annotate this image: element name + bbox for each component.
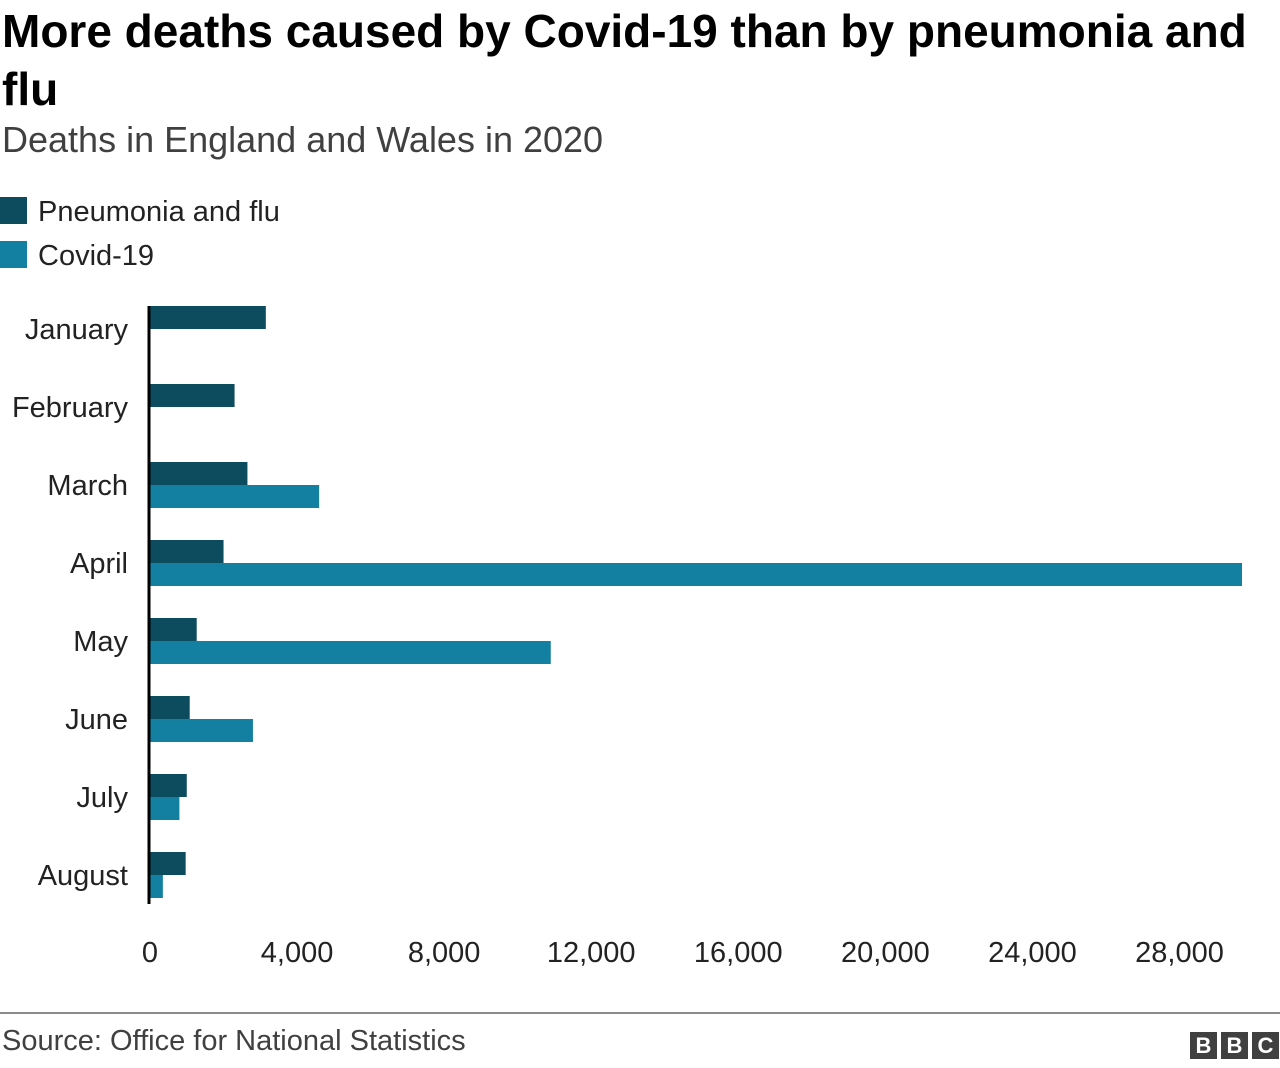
bar-covid-july (150, 797, 180, 820)
x-tick-label: 16,000 (694, 937, 783, 969)
bars-group (150, 306, 1242, 898)
bar-pneumonia-june (150, 696, 190, 719)
category-label: April (70, 548, 128, 580)
x-tick-label: 0 (142, 937, 158, 969)
legend-swatch-pneumonia (0, 197, 27, 224)
category-label: February (12, 392, 129, 424)
x-tick-label: 4,000 (261, 937, 334, 969)
bbc-logo: B B C (1190, 1032, 1279, 1059)
category-label: May (73, 626, 128, 658)
logo-letter: B (1190, 1032, 1217, 1059)
legend-swatch-covid (0, 241, 27, 268)
legend-label-pneumonia: Pneumonia and flu (38, 196, 280, 228)
bar-chart: January February March April May June July Augu… (12, 306, 1242, 969)
logo-letter: C (1252, 1032, 1279, 1059)
category-label: August (38, 860, 128, 892)
legend-label-covid: Covid-19 (38, 240, 155, 272)
bar-pneumonia-march (150, 462, 248, 485)
bar-pneumonia-april (150, 540, 224, 563)
x-tick-label: 24,000 (988, 937, 1077, 969)
bar-pneumonia-august (150, 852, 186, 875)
category-labels: January February March April May June July Augu… (12, 314, 129, 892)
bar-covid-june (150, 719, 253, 742)
bar-covid-april (150, 563, 1242, 586)
bar-covid-august (150, 875, 163, 898)
bar-pneumonia-january (150, 306, 266, 329)
category-label: March (47, 470, 128, 502)
x-tick-label: 28,000 (1135, 937, 1224, 969)
bar-pneumonia-july (150, 774, 187, 797)
category-label: June (65, 704, 128, 736)
logo-letter: B (1221, 1032, 1248, 1059)
x-tick-labels: 0 4,000 8,000 12,000 16,000 20,000 24,000 28,00… (142, 937, 1224, 969)
bar-pneumonia-may (150, 618, 197, 641)
x-tick-label: 12,000 (547, 937, 636, 969)
bar-covid-march (150, 485, 320, 508)
bar-pneumonia-february (150, 384, 235, 407)
category-label: January (25, 314, 129, 346)
category-label: July (76, 782, 128, 814)
chart-title: More deaths caused by Covid-19 than by p… (2, 5, 1247, 115)
footer-divider (0, 1012, 1280, 1014)
source-note: Source: Office for National Statistics (2, 1025, 466, 1057)
bar-covid-may (150, 641, 551, 664)
x-tick-label: 8,000 (408, 937, 481, 969)
x-tick-label: 20,000 (841, 937, 930, 969)
chart-subtitle: Deaths in England and Wales in 2020 (2, 119, 604, 160)
